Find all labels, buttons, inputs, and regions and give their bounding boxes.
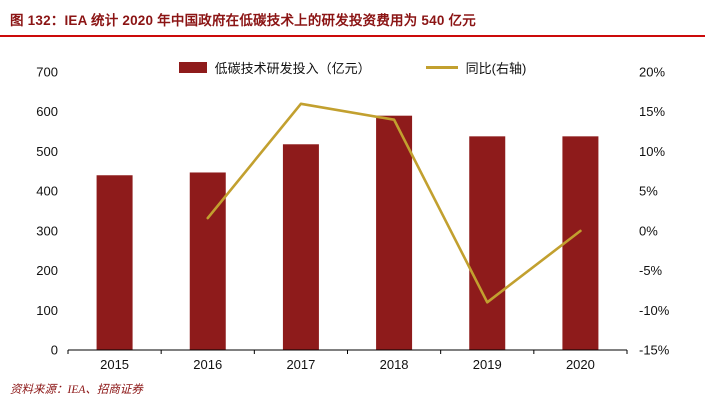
legend-item-bar: 低碳技术研发投入（亿元） [178,58,371,77]
title-underline [0,35,705,37]
legend-label-bar: 低碳技术研发投入（亿元） [214,61,371,76]
left-axis-label: 0 [51,343,58,358]
x-axis-label: 2018 [380,357,409,372]
bar-2016 [189,172,226,350]
bar-2018 [376,115,413,350]
x-axis-label: 2016 [193,357,222,372]
right-axis-label: 15% [639,104,665,119]
right-axis-label: 20% [639,65,665,80]
x-axis-label: 2020 [566,357,595,372]
left-axis-label: 300 [36,223,58,238]
bar-2017 [282,144,319,350]
left-axis-label: 400 [36,184,58,199]
left-axis-label: 500 [36,144,58,159]
left-axis-label: 600 [36,104,58,119]
left-axis-label: 100 [36,303,58,318]
figure-title: 图 132：IEA 统计 2020 年中国政府在低碳技术上的研发投资费用为 54… [10,13,476,28]
bar-2015 [96,175,133,350]
chart-plot: 0 100 200 300 400 500 600 700 -15% -10% -5% 0% 5% 10%… [36,65,670,373]
x-axis-label: 2017 [286,357,315,372]
right-axis-label: -5% [639,263,663,278]
right-axis-label: 5% [639,184,658,199]
left-axis-label: 200 [36,263,58,278]
line-series-swatch [425,66,458,69]
right-axis-label: -10% [639,303,670,318]
x-axis-label: 2015 [100,357,129,372]
legend-item-line: 同比(右轴) [425,58,527,77]
x-axis-label: 2019 [473,357,502,372]
legend-label-line: 同比(右轴) [465,61,527,76]
right-axis-label: 10% [639,144,665,159]
source-note: 资料来源：IEA、招商证券 [10,384,143,396]
left-axis-label: 700 [36,65,58,80]
bar-2019 [469,136,506,350]
yoy-line [206,102,582,304]
right-axis-label: 0% [639,223,658,238]
bar-series-swatch [178,62,207,73]
right-axis-label: -15% [639,343,670,358]
bar-2020 [562,136,599,350]
chart-legend: 低碳技术研发投入（亿元） 同比(右轴) [0,58,705,77]
